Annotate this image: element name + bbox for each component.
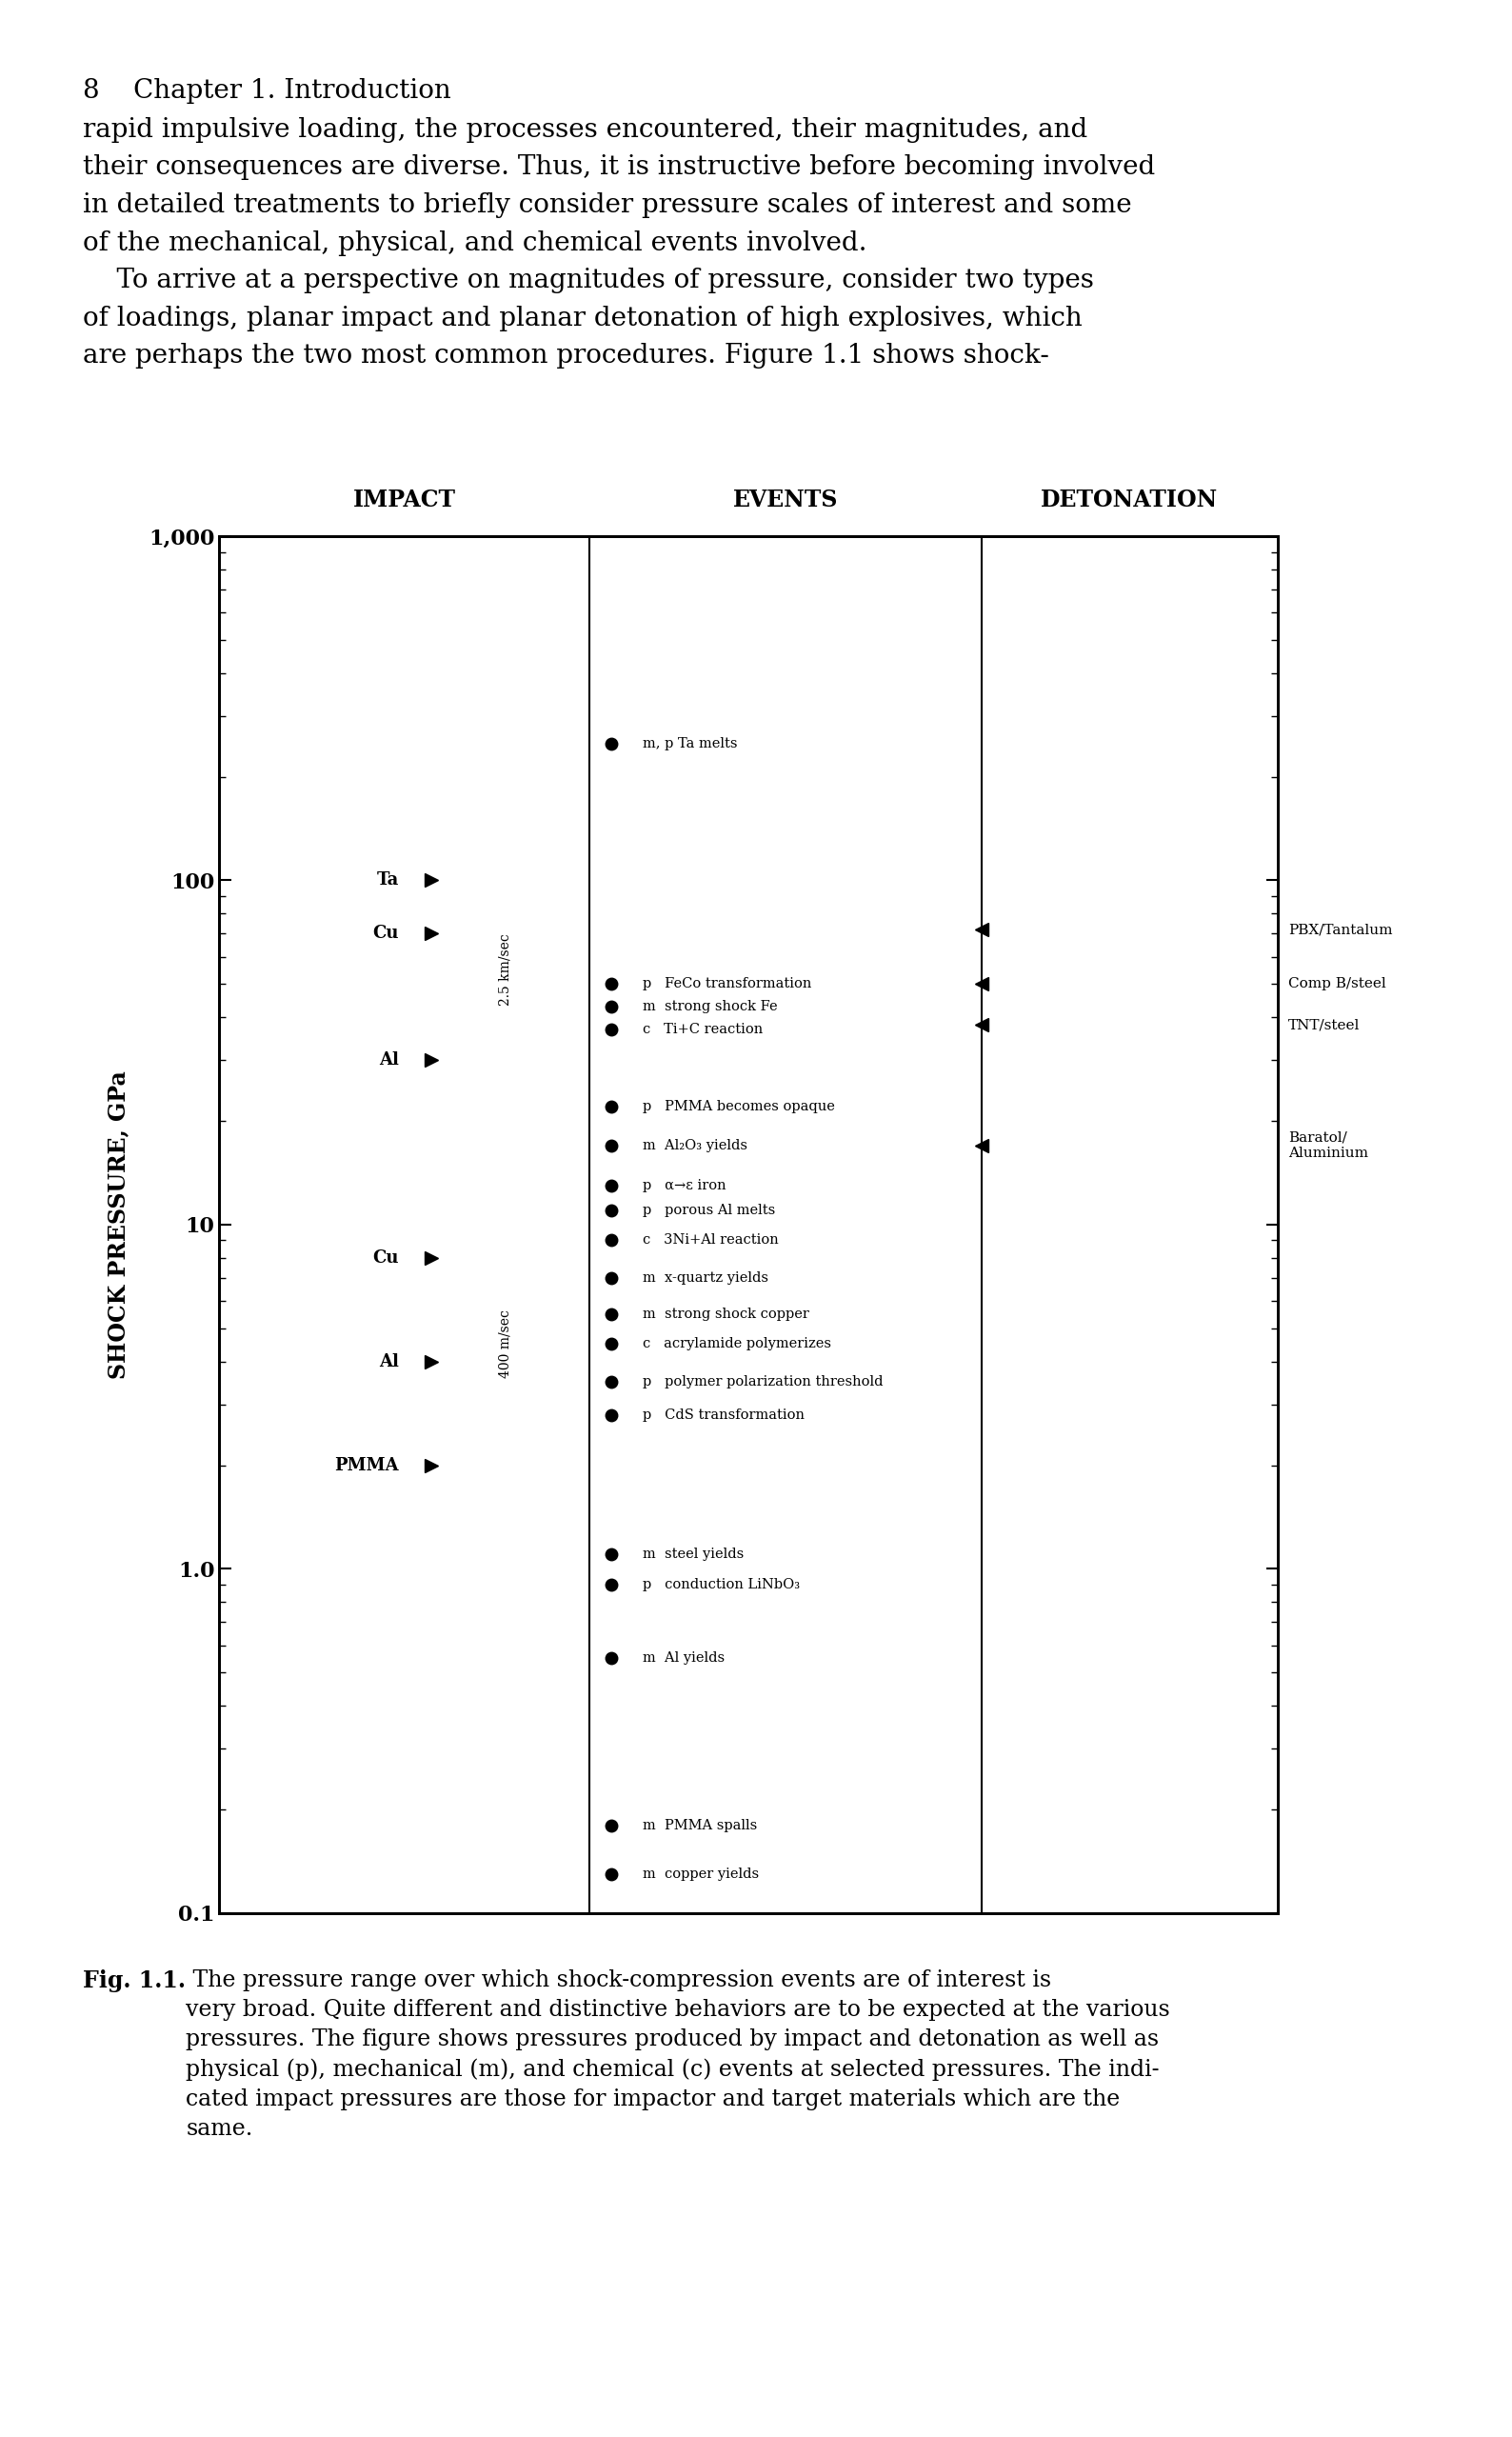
Text: c   3Ni+Al reaction: c 3Ni+Al reaction (643, 1233, 779, 1248)
Text: Al: Al (380, 1053, 399, 1070)
Text: p   α→ε iron: p α→ε iron (643, 1180, 726, 1192)
Text: m  copper yields: m copper yields (643, 1867, 759, 1881)
Text: m  x-quartz yields: m x-quartz yields (643, 1272, 768, 1284)
Text: c   Ti+C reaction: c Ti+C reaction (643, 1024, 764, 1036)
Text: PMMA: PMMA (334, 1457, 399, 1474)
Text: TNT/steel: TNT/steel (1288, 1019, 1359, 1031)
Text: p   polymer polarization threshold: p polymer polarization threshold (643, 1374, 883, 1389)
Text: IMPACT: IMPACT (352, 490, 457, 512)
Text: PBX/Tantalum: PBX/Tantalum (1288, 924, 1393, 936)
Text: m, p Ta melts: m, p Ta melts (643, 736, 738, 751)
Text: Baratol/
Aluminium: Baratol/ Aluminium (1288, 1131, 1368, 1160)
Text: EVENTS: EVENTS (733, 490, 838, 512)
Text: m  Al yields: m Al yields (643, 1652, 724, 1664)
Text: c   acrylamide polymerizes: c acrylamide polymerizes (643, 1338, 832, 1350)
Text: DETONATION: DETONATION (1040, 490, 1219, 512)
Text: m  strong shock Fe: m strong shock Fe (643, 999, 777, 1014)
Text: p   PMMA becomes opaque: p PMMA becomes opaque (643, 1099, 835, 1114)
Text: m  PMMA spalls: m PMMA spalls (643, 1818, 758, 1833)
Text: 400 m/sec: 400 m/sec (499, 1309, 511, 1379)
Text: Comp B/steel: Comp B/steel (1288, 977, 1387, 992)
Text: 8    Chapter 1. Introduction: 8 Chapter 1. Introduction (83, 78, 452, 105)
Text: Fig. 1.1.: Fig. 1.1. (83, 1969, 186, 1991)
Text: Cu: Cu (373, 1250, 399, 1267)
Text: m  steel yields: m steel yields (643, 1547, 744, 1562)
Text: Al: Al (380, 1353, 399, 1370)
Text: p   conduction LiNbO₃: p conduction LiNbO₃ (643, 1577, 800, 1591)
Text: 2.5 km/sec: 2.5 km/sec (499, 933, 511, 1006)
Text: rapid impulsive loading, the processes encountered, their magnitudes, and
their : rapid impulsive loading, the processes e… (83, 117, 1155, 368)
Text: Ta: Ta (376, 872, 399, 890)
Y-axis label: SHOCK PRESSURE, GPa: SHOCK PRESSURE, GPa (107, 1070, 130, 1379)
Text: The pressure range over which shock-compression events are of interest is
very b: The pressure range over which shock-comp… (186, 1969, 1170, 2140)
Text: m  strong shock copper: m strong shock copper (643, 1306, 809, 1321)
Text: m  Al₂O₃ yields: m Al₂O₃ yields (643, 1138, 747, 1153)
Text: p   FeCo transformation: p FeCo transformation (643, 977, 812, 992)
Text: p   CdS transformation: p CdS transformation (643, 1409, 804, 1421)
Text: Cu: Cu (373, 926, 399, 943)
Text: p   porous Al melts: p porous Al melts (643, 1204, 776, 1216)
